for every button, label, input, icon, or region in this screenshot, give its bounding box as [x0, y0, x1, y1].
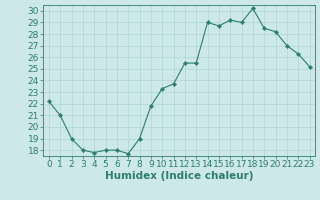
X-axis label: Humidex (Indice chaleur): Humidex (Indice chaleur): [105, 171, 253, 181]
